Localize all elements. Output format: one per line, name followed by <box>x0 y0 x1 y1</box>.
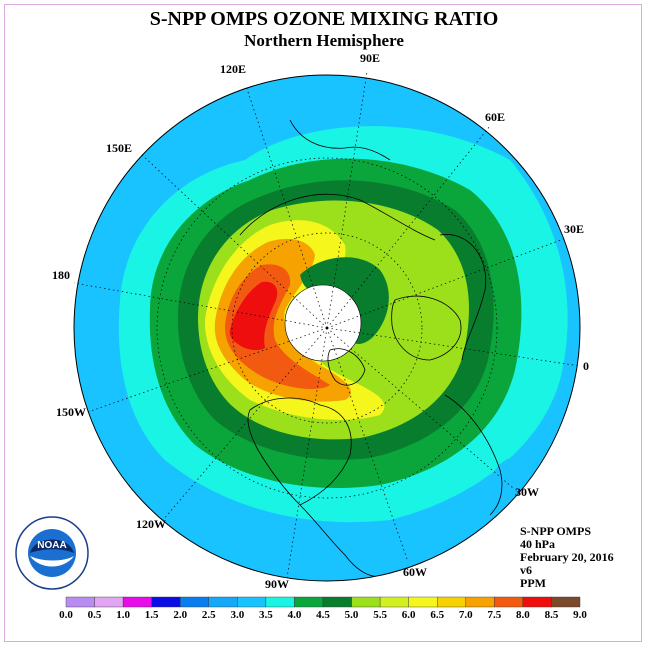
colorbar-swatch <box>351 596 381 608</box>
colorbar-tick-label: 8.5 <box>545 609 559 621</box>
colorbar-swatch <box>151 596 181 608</box>
colorbar-tick-label: 4.5 <box>316 609 330 621</box>
colorbar-swatch <box>94 596 124 608</box>
lon-label-60e: 60E <box>485 110 505 124</box>
colorbar-swatch <box>265 596 295 608</box>
chart-subtitle: Northern Hemisphere <box>244 31 404 50</box>
meridian-30e <box>326 237 567 329</box>
hemisphere-edge <box>73 74 581 582</box>
level-8-0 <box>229 281 278 351</box>
longitude-labels: 90E 60E 30E 0 30W 60W 90W 120W 150W 180 … <box>52 51 589 591</box>
colorbar-swatch <box>237 596 267 608</box>
colorbar-swatch <box>437 596 466 608</box>
noaa-logo-text: NOAA <box>37 540 66 551</box>
colorbar-tick-label: 1.0 <box>116 609 130 621</box>
lon-label-30e: 30E <box>564 222 584 236</box>
noaa-bird-icon <box>30 539 74 553</box>
lon-label-150w: 150W <box>56 405 86 419</box>
colorbar-swatch <box>294 596 324 608</box>
lon-label-90e: 90E <box>360 51 380 65</box>
colorbar: 0.0 0.5 1.0 1.5 2.0 2.5 3.0 3.5 4.0 4.5 5.0 5.5 6.0 6… <box>59 596 587 621</box>
colorbar-tick-label: 0.5 <box>88 609 102 621</box>
colorbar-tick-label: 9.0 <box>573 609 587 621</box>
colorbar-tick-label: 7.0 <box>459 609 473 621</box>
meridian-120e <box>245 85 328 329</box>
greenland-coast <box>327 348 366 386</box>
version-label: v6 <box>520 563 532 577</box>
low-ozone-patch <box>487 457 530 504</box>
colorbar-swatch <box>408 596 438 608</box>
noaa-logo-disc <box>28 529 76 577</box>
noaa-logo: NOAA <box>15 516 89 590</box>
graticule <box>73 71 581 579</box>
colorbar-tick-label: 3.0 <box>230 609 244 621</box>
colorbar-swatch <box>322 596 352 608</box>
parallel-60n <box>231 232 423 424</box>
lon-label-120e: 120E <box>220 62 246 76</box>
meridian-90w <box>286 327 328 579</box>
asia-coast <box>289 119 391 161</box>
lon-label-150e: 150E <box>106 141 132 155</box>
chart-title: S-NPP OMPS OZONE MIXING RATIO <box>149 8 499 30</box>
europe-coast <box>391 295 462 361</box>
units-label: PPM <box>520 576 546 590</box>
instrument-label: S-NPP OMPS <box>520 524 591 538</box>
meridian-150w <box>87 327 328 413</box>
lon-label-120w: 120W <box>136 517 166 531</box>
colorbar-swatch <box>465 596 495 608</box>
eurasia-coast <box>439 234 487 361</box>
noaa-wave-icon <box>30 556 74 567</box>
info-block: S-NPP OMPS 40 hPa February 20, 2016 v6 P… <box>520 525 614 590</box>
colorbar-swatch <box>494 596 524 608</box>
lon-label-0: 0 <box>583 359 589 373</box>
colorbar-swatch <box>65 596 95 608</box>
colorbar-tick-label: 2.5 <box>202 609 216 621</box>
lon-label-180: 180 <box>52 268 70 282</box>
colorbar-tick-label: 0.0 <box>59 609 73 621</box>
colorbar-tick-label: 1.5 <box>145 609 159 621</box>
meridian-60e <box>326 125 491 329</box>
lon-label-60w: 60W <box>403 565 427 579</box>
meridian-60w <box>326 327 409 563</box>
colorbar-swatch <box>180 596 209 608</box>
colorbar-tick-label: 6.5 <box>430 609 444 621</box>
colorbar-swatch <box>379 596 409 608</box>
colorbar-tick-label: 2.0 <box>173 609 187 621</box>
colorbar-swatch <box>122 596 152 608</box>
colorbar-tick-label: 7.5 <box>487 609 501 621</box>
meridian-30w <box>326 327 514 489</box>
colorbar-swatch <box>522 596 552 608</box>
north-america-coast <box>247 397 352 506</box>
lon-label-30w: 30W <box>515 485 539 499</box>
siberia-coast <box>239 193 436 241</box>
colorbar-swatch <box>208 596 238 608</box>
figure-frame <box>4 4 642 642</box>
colorbar-tick-label: 6.0 <box>402 609 416 621</box>
colorbar-tick-label: 4.0 <box>288 609 302 621</box>
parallel-30n <box>156 157 498 499</box>
ozone-field <box>74 75 580 581</box>
colorbar-tick-label: 3.5 <box>259 609 273 621</box>
colorbar-tick-label: 5.0 <box>345 609 359 621</box>
lon-label-90w: 90W <box>265 577 289 591</box>
colorbar-tick-label: 8.0 <box>516 609 530 621</box>
polar-no-data-region <box>284 284 362 362</box>
colorbar-swatch <box>551 596 581 608</box>
meridian-120w <box>162 327 328 521</box>
date-label: February 20, 2016 <box>520 550 614 564</box>
colorbar-tick-label: 5.5 <box>373 609 387 621</box>
pressure-label: 40 hPa <box>520 537 556 551</box>
africa-coast <box>444 394 503 516</box>
